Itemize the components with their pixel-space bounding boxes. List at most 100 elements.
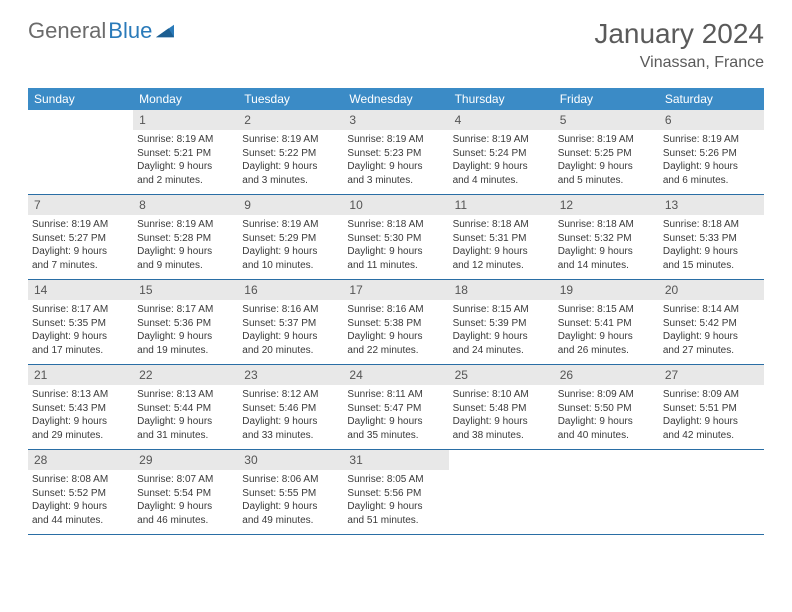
daylight-line1: Daylight: 9 hours [32, 330, 129, 344]
sunset-text: Sunset: 5:42 PM [663, 317, 760, 331]
daylight-line1: Daylight: 9 hours [453, 415, 550, 429]
weeks-container: 1Sunrise: 8:19 AMSunset: 5:21 PMDaylight… [28, 110, 764, 535]
day-body: Sunrise: 8:08 AMSunset: 5:52 PMDaylight:… [28, 470, 133, 530]
day-body: Sunrise: 8:19 AMSunset: 5:21 PMDaylight:… [133, 130, 238, 190]
daylight-line1: Daylight: 9 hours [663, 415, 760, 429]
sunset-text: Sunset: 5:23 PM [347, 147, 444, 161]
weekday-header-cell: Friday [554, 88, 659, 110]
day-body: Sunrise: 8:19 AMSunset: 5:26 PMDaylight:… [659, 130, 764, 190]
day-cell: 10Sunrise: 8:18 AMSunset: 5:30 PMDayligh… [343, 195, 448, 279]
day-number: 10 [343, 195, 448, 215]
week-row: 28Sunrise: 8:08 AMSunset: 5:52 PMDayligh… [28, 450, 764, 535]
day-number: 11 [449, 195, 554, 215]
day-body: Sunrise: 8:16 AMSunset: 5:37 PMDaylight:… [238, 300, 343, 360]
week-row: 21Sunrise: 8:13 AMSunset: 5:43 PMDayligh… [28, 365, 764, 450]
weekday-header-cell: Wednesday [343, 88, 448, 110]
day-number: 7 [28, 195, 133, 215]
daylight-line2: and 9 minutes. [137, 259, 234, 273]
day-body: Sunrise: 8:10 AMSunset: 5:48 PMDaylight:… [449, 385, 554, 445]
day-cell: 6Sunrise: 8:19 AMSunset: 5:26 PMDaylight… [659, 110, 764, 194]
sunrise-text: Sunrise: 8:13 AM [32, 388, 129, 402]
sunset-text: Sunset: 5:25 PM [558, 147, 655, 161]
daylight-line2: and 51 minutes. [347, 514, 444, 528]
weekday-header-cell: Tuesday [238, 88, 343, 110]
day-cell: 29Sunrise: 8:07 AMSunset: 5:54 PMDayligh… [133, 450, 238, 534]
weekday-header-row: SundayMondayTuesdayWednesdayThursdayFrid… [28, 88, 764, 110]
day-number: 12 [554, 195, 659, 215]
day-body: Sunrise: 8:19 AMSunset: 5:27 PMDaylight:… [28, 215, 133, 275]
sunrise-text: Sunrise: 8:05 AM [347, 473, 444, 487]
day-cell: 17Sunrise: 8:16 AMSunset: 5:38 PMDayligh… [343, 280, 448, 364]
daylight-line1: Daylight: 9 hours [663, 160, 760, 174]
day-body: Sunrise: 8:18 AMSunset: 5:32 PMDaylight:… [554, 215, 659, 275]
day-number: 26 [554, 365, 659, 385]
day-body: Sunrise: 8:18 AMSunset: 5:30 PMDaylight:… [343, 215, 448, 275]
sunrise-text: Sunrise: 8:11 AM [347, 388, 444, 402]
day-number: 23 [238, 365, 343, 385]
logo-text-general: General [28, 18, 106, 44]
sunrise-text: Sunrise: 8:19 AM [558, 133, 655, 147]
daylight-line2: and 27 minutes. [663, 344, 760, 358]
sunset-text: Sunset: 5:44 PM [137, 402, 234, 416]
weekday-header-cell: Sunday [28, 88, 133, 110]
sunrise-text: Sunrise: 8:12 AM [242, 388, 339, 402]
day-number: 9 [238, 195, 343, 215]
day-number: 4 [449, 110, 554, 130]
day-number: 25 [449, 365, 554, 385]
sunrise-text: Sunrise: 8:19 AM [453, 133, 550, 147]
daylight-line1: Daylight: 9 hours [347, 330, 444, 344]
sunrise-text: Sunrise: 8:16 AM [242, 303, 339, 317]
day-cell: 7Sunrise: 8:19 AMSunset: 5:27 PMDaylight… [28, 195, 133, 279]
daylight-line1: Daylight: 9 hours [347, 500, 444, 514]
sunrise-text: Sunrise: 8:18 AM [663, 218, 760, 232]
daylight-line2: and 19 minutes. [137, 344, 234, 358]
sunset-text: Sunset: 5:28 PM [137, 232, 234, 246]
sunset-text: Sunset: 5:55 PM [242, 487, 339, 501]
day-body: Sunrise: 8:14 AMSunset: 5:42 PMDaylight:… [659, 300, 764, 360]
calendar: SundayMondayTuesdayWednesdayThursdayFrid… [28, 88, 764, 535]
daylight-line2: and 12 minutes. [453, 259, 550, 273]
daylight-line1: Daylight: 9 hours [137, 500, 234, 514]
daylight-line1: Daylight: 9 hours [558, 330, 655, 344]
sunset-text: Sunset: 5:30 PM [347, 232, 444, 246]
daylight-line2: and 15 minutes. [663, 259, 760, 273]
sunrise-text: Sunrise: 8:09 AM [558, 388, 655, 402]
day-number: 28 [28, 450, 133, 470]
sunrise-text: Sunrise: 8:18 AM [453, 218, 550, 232]
sunset-text: Sunset: 5:52 PM [32, 487, 129, 501]
day-number: 1 [133, 110, 238, 130]
sunset-text: Sunset: 5:24 PM [453, 147, 550, 161]
day-body: Sunrise: 8:16 AMSunset: 5:38 PMDaylight:… [343, 300, 448, 360]
sunset-text: Sunset: 5:29 PM [242, 232, 339, 246]
sunset-text: Sunset: 5:33 PM [663, 232, 760, 246]
day-cell: 9Sunrise: 8:19 AMSunset: 5:29 PMDaylight… [238, 195, 343, 279]
day-body: Sunrise: 8:12 AMSunset: 5:46 PMDaylight:… [238, 385, 343, 445]
sunset-text: Sunset: 5:43 PM [32, 402, 129, 416]
daylight-line2: and 26 minutes. [558, 344, 655, 358]
daylight-line1: Daylight: 9 hours [242, 160, 339, 174]
daylight-line1: Daylight: 9 hours [453, 330, 550, 344]
day-number: 29 [133, 450, 238, 470]
daylight-line1: Daylight: 9 hours [32, 245, 129, 259]
sunrise-text: Sunrise: 8:18 AM [558, 218, 655, 232]
day-number: 8 [133, 195, 238, 215]
day-number: 3 [343, 110, 448, 130]
sunrise-text: Sunrise: 8:09 AM [663, 388, 760, 402]
daylight-line1: Daylight: 9 hours [32, 500, 129, 514]
day-body: Sunrise: 8:13 AMSunset: 5:44 PMDaylight:… [133, 385, 238, 445]
daylight-line1: Daylight: 9 hours [137, 160, 234, 174]
daylight-line1: Daylight: 9 hours [137, 245, 234, 259]
sunrise-text: Sunrise: 8:19 AM [32, 218, 129, 232]
day-number: 15 [133, 280, 238, 300]
day-cell: 1Sunrise: 8:19 AMSunset: 5:21 PMDaylight… [133, 110, 238, 194]
daylight-line2: and 20 minutes. [242, 344, 339, 358]
day-number: 14 [28, 280, 133, 300]
day-number: 24 [343, 365, 448, 385]
day-body: Sunrise: 8:06 AMSunset: 5:55 PMDaylight:… [238, 470, 343, 530]
sunset-text: Sunset: 5:36 PM [137, 317, 234, 331]
day-number: 5 [554, 110, 659, 130]
daylight-line2: and 46 minutes. [137, 514, 234, 528]
sunrise-text: Sunrise: 8:06 AM [242, 473, 339, 487]
daylight-line1: Daylight: 9 hours [242, 330, 339, 344]
day-number: 31 [343, 450, 448, 470]
